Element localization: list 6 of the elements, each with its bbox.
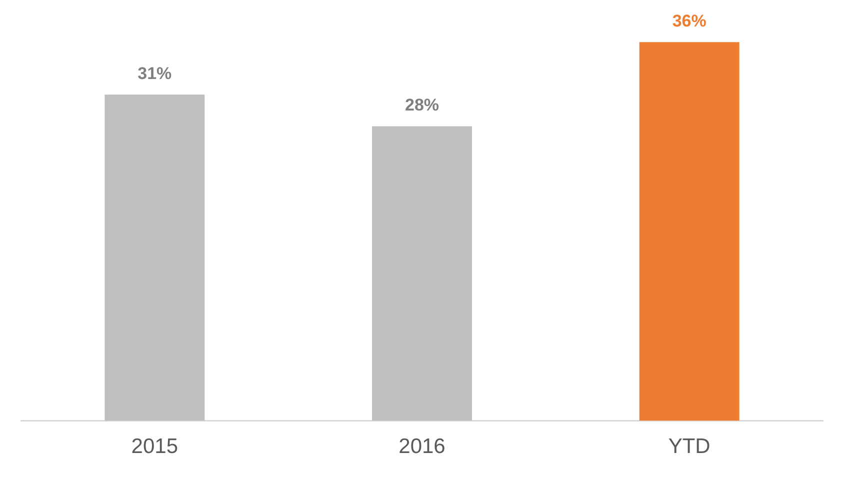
data-label: 31% xyxy=(138,64,172,83)
x-tick-label: 2015 xyxy=(131,435,178,458)
x-tick-label: 2016 xyxy=(398,435,446,458)
x-tick-label: YTD xyxy=(668,435,710,458)
data-label: 28% xyxy=(404,95,440,114)
data-label: 36% xyxy=(672,11,706,30)
